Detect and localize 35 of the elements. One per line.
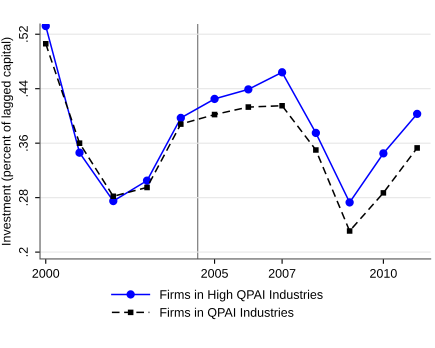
point	[412, 110, 422, 118]
point	[380, 190, 386, 196]
y-tick-label: .52	[18, 26, 28, 42]
point	[414, 145, 420, 151]
point	[42, 40, 49, 47]
x-tick-label: 2000	[32, 268, 60, 278]
y-tick-label: .36	[18, 135, 28, 151]
point	[178, 121, 184, 127]
point	[345, 198, 354, 207]
point	[279, 102, 285, 108]
x-tick-label: 2005	[201, 268, 228, 278]
point	[212, 112, 218, 118]
point	[75, 148, 84, 157]
point	[379, 149, 388, 158]
y-tick-label: .44	[19, 80, 28, 96]
x-tick-label: 2010	[370, 268, 397, 278]
legend-label: Firms in QPAI Industries	[160, 308, 294, 320]
point	[210, 94, 219, 104]
point	[76, 140, 82, 146]
point	[142, 176, 152, 185]
point	[244, 85, 252, 94]
point	[144, 184, 150, 190]
point	[176, 114, 185, 122]
x-tick-label: 2007	[268, 268, 296, 278]
y-tick-label: .28	[18, 189, 28, 206]
point	[278, 68, 286, 77]
y-axis-title: Investment (percent of lagged capital)	[1, 38, 14, 245]
point	[42, 24, 50, 30]
y-tick-label: .2	[18, 248, 28, 256]
point	[313, 147, 319, 153]
legend-label: Firms in High QPAI Industries	[160, 290, 323, 302]
point	[312, 128, 320, 138]
point	[110, 193, 116, 200]
point	[246, 104, 252, 110]
point	[346, 228, 352, 234]
